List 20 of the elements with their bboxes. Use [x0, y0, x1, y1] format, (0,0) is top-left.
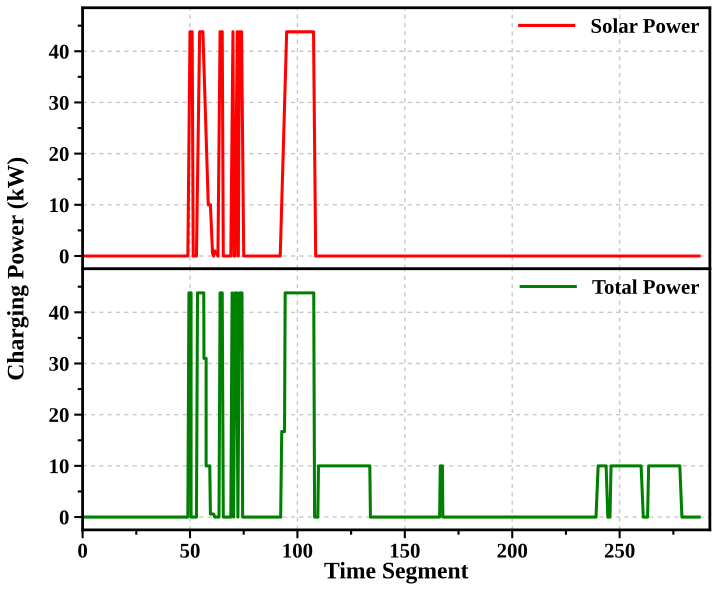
- y-tick-label: 0: [60, 510, 69, 524]
- x-tick-label: 200: [497, 544, 528, 558]
- y-tick-label: 10: [50, 198, 69, 212]
- y-tick-label: 40: [48, 306, 69, 320]
- y-tick-label: 10: [50, 459, 69, 474]
- x-tick-label: 50: [180, 544, 200, 558]
- y-axis-title: Charging Power (kW): [7, 158, 29, 380]
- y-tick-label: 30: [49, 96, 69, 110]
- y-tick-label: 20: [49, 408, 69, 422]
- x-axis-title: Time Segment: [324, 562, 468, 584]
- legend-label: Total Power: [592, 279, 699, 294]
- x-tick-label: 0: [78, 544, 88, 558]
- y-tick-label: 30: [49, 356, 69, 371]
- x-tick-label: 150: [390, 544, 420, 558]
- x-tick-label: 250: [604, 544, 634, 558]
- y-tick-label: 40: [48, 44, 69, 59]
- x-tick-label: 100: [283, 544, 312, 558]
- legend-label: Solar Power: [592, 18, 699, 33]
- y-tick-label: 0: [60, 249, 69, 264]
- y-tick-label: 20: [49, 147, 69, 162]
